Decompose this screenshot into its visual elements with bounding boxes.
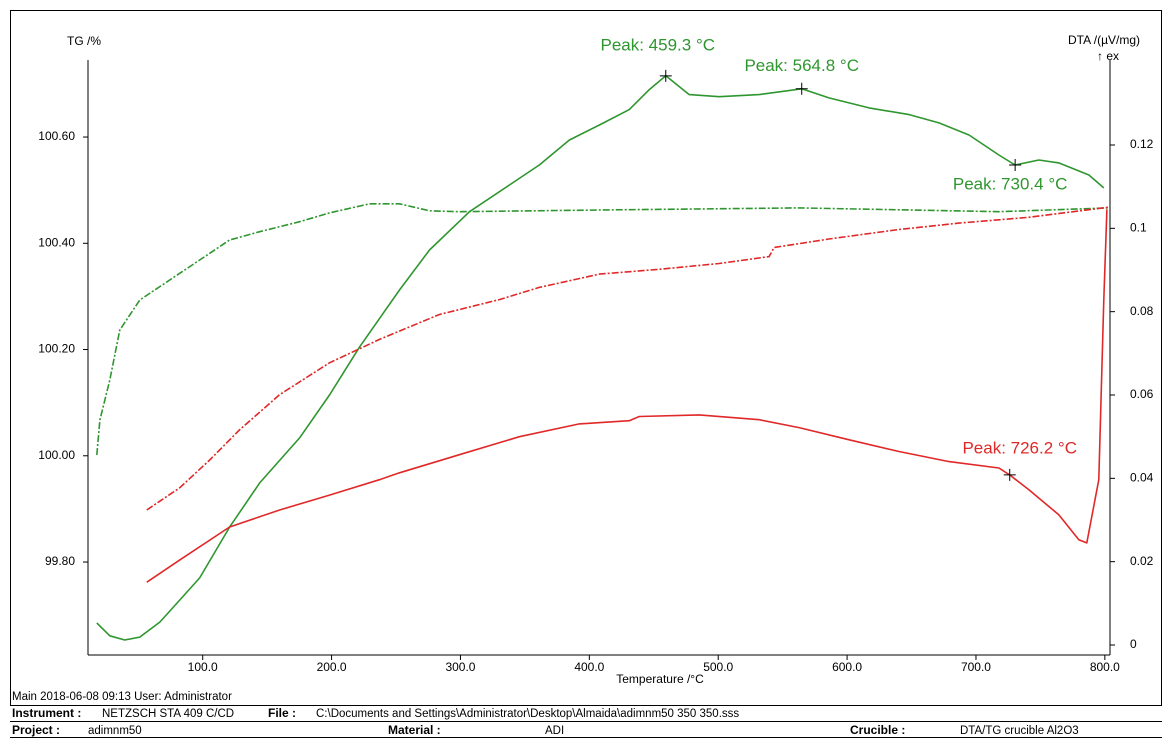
y2-tick-label: 0.08 xyxy=(1130,304,1154,318)
footer-value: C:\Documents and Settings\Administrator\… xyxy=(316,708,739,720)
y-tick-label: 100.00 xyxy=(38,448,75,462)
y-tick-label: 100.40 xyxy=(38,235,75,249)
x-tick-label: 700.0 xyxy=(961,660,991,674)
peak-label: Peak: 730.4 °C xyxy=(953,174,1068,193)
x-tick-label: 300.0 xyxy=(445,660,475,674)
peak-label: Peak: 726.2 °C xyxy=(962,438,1077,457)
peak-label: Peak: 459.3 °C xyxy=(600,35,715,54)
y2-tick-label: 0 xyxy=(1130,637,1137,651)
frame xyxy=(10,10,1162,706)
data-line xyxy=(96,203,1109,456)
x-axis-label: Temperature /°C xyxy=(616,672,704,686)
footer-value: DTA/TG crucible Al2O3 xyxy=(960,725,1079,737)
peak-marker xyxy=(659,69,672,82)
x-tick-label: 500.0 xyxy=(703,660,733,674)
footer-label: File : xyxy=(268,706,296,720)
peak-marker xyxy=(1003,468,1016,481)
y2-tick-label: 0.12 xyxy=(1130,137,1154,151)
y2-tick-label: 0.06 xyxy=(1130,387,1154,401)
x-tick-label: 100.0 xyxy=(188,660,218,674)
x-tick-label: 400.0 xyxy=(574,660,604,674)
peak-marker xyxy=(795,82,808,95)
y2-note: ↑ ex xyxy=(1097,49,1119,63)
y2-tick-label: 0.04 xyxy=(1130,471,1154,485)
footer-value: ADI xyxy=(545,725,564,737)
footer-value: NETZSCH STA 409 C/CD xyxy=(102,708,234,720)
x-tick-label: 800.0 xyxy=(1090,660,1120,674)
x-tick-label: 200.0 xyxy=(317,660,347,674)
peak-marker xyxy=(1009,159,1022,171)
y-tick-label: 100.20 xyxy=(38,342,75,356)
data-line xyxy=(146,206,1109,511)
y2-tick-label: 0.02 xyxy=(1130,554,1154,568)
footer-label: Project : xyxy=(12,723,60,737)
x-tick-label: 600.0 xyxy=(832,660,862,674)
peak-label: Peak: 564.8 °C xyxy=(744,56,859,75)
y-tick-label: 100.60 xyxy=(38,129,75,143)
footer-label: Material : xyxy=(388,723,441,737)
data-line xyxy=(146,209,1108,583)
y-axis-label: TG /% xyxy=(67,34,101,48)
footer-label: Crucible : xyxy=(850,723,905,737)
y-tick-label: 99.80 xyxy=(45,554,75,568)
data-line xyxy=(96,75,1105,641)
y2-axis-label: DTA /(µV/mg) xyxy=(1068,33,1140,47)
footer-main: Main 2018-06-08 09:13 User: Administrato… xyxy=(12,691,232,703)
y2-tick-label: 0.1 xyxy=(1130,221,1147,235)
footer-label: Instrument : xyxy=(12,706,81,720)
footer-value: adimnm50 xyxy=(88,725,142,737)
